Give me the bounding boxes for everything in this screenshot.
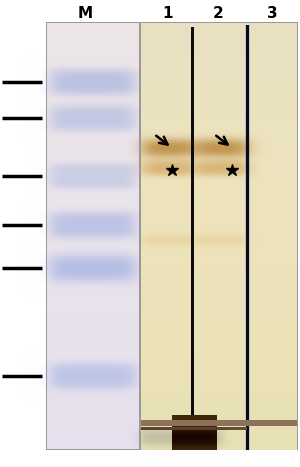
Text: 1: 1 [163,7,173,21]
Text: 3: 3 [267,7,277,21]
Text: 2: 2 [213,7,224,21]
Text: M: M [77,7,93,21]
